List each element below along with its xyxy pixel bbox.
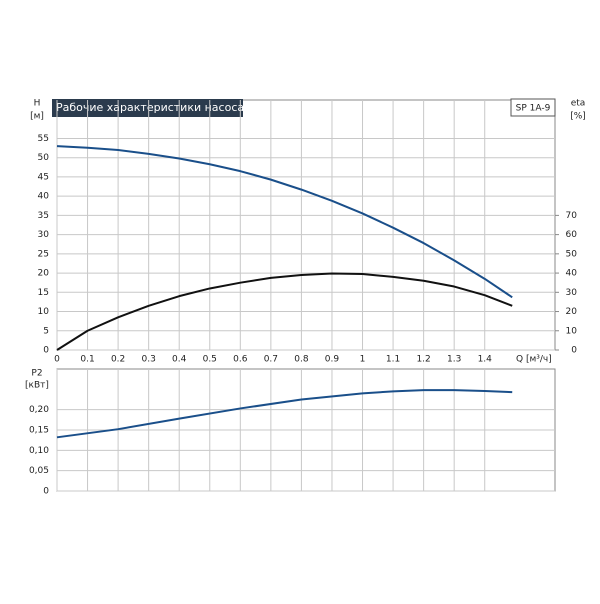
tag: SP 1A-9 (516, 104, 551, 114)
x-tick-label: 0.3 (141, 355, 155, 365)
y-unit: [кВт] (25, 381, 49, 391)
x-tick-label: 1.4 (478, 355, 493, 365)
x-tick-label: 1.2 (416, 355, 430, 365)
title-box (52, 99, 243, 117)
y-tick-label: 0,15 (29, 426, 49, 436)
x-tick-label: 0.7 (264, 355, 278, 365)
x-tick-label: 0.8 (294, 355, 309, 365)
x-tick-label: 0 (54, 355, 60, 365)
y2-tick-label: 40 (566, 269, 578, 279)
y2-tick-label: 60 (566, 230, 578, 240)
y-tick-label: 0 (43, 487, 49, 497)
x-tick-label: 0.1 (80, 355, 94, 365)
y-tick-label: 45 (38, 172, 49, 182)
y2-tick-label: 10 (566, 326, 578, 336)
y-tick-label: 50 (38, 153, 50, 163)
y-tick-label: 15 (38, 288, 49, 298)
series-line (56, 389, 513, 439)
x-label: Q [м³/ч] (516, 355, 552, 365)
series-line (56, 145, 513, 299)
y2-tick-label: 0 (571, 346, 577, 356)
y2-tick-label: 50 (566, 249, 578, 259)
y2-label: eta (571, 99, 586, 109)
y-tick-label: 10 (38, 307, 50, 317)
y2-tick-label: 20 (566, 307, 578, 317)
y-tick-label: 25 (38, 249, 49, 259)
series-line (56, 272, 513, 351)
y-unit: [м] (30, 112, 44, 122)
x-tick-label: 0.5 (203, 355, 217, 365)
y-tick-label: 0,20 (29, 405, 49, 415)
y-label: P2 (31, 369, 42, 379)
x-tick-label: 0.4 (172, 355, 187, 365)
y-tick-label: 40 (38, 192, 50, 202)
x-tick-label: 0.9 (325, 355, 340, 365)
y-tick-label: 55 (38, 134, 49, 144)
x-tick-label: 1.3 (447, 355, 461, 365)
chart-title: Рабочие характеристики насоса (56, 101, 244, 114)
y-tick-label: 20 (38, 269, 50, 279)
y2-unit: [%] (570, 112, 586, 122)
x-tick-label: 1 (360, 355, 366, 365)
y-tick-label: 5 (43, 326, 49, 336)
y-tick-label: 0,10 (29, 446, 49, 456)
tag-box (510, 98, 556, 117)
y-tick-label: 0,05 (29, 466, 49, 476)
y-label: H (34, 99, 41, 109)
y2-tick-label: 70 (566, 211, 578, 221)
y-tick-label: 35 (38, 211, 49, 221)
y-tick-label: 0 (43, 346, 49, 356)
y-tick-label: 30 (38, 230, 50, 240)
y2-tick-label: 30 (566, 288, 578, 298)
x-tick-label: 0.6 (233, 355, 248, 365)
x-tick-label: 0.2 (111, 355, 125, 365)
x-tick-label: 1.1 (386, 355, 400, 365)
